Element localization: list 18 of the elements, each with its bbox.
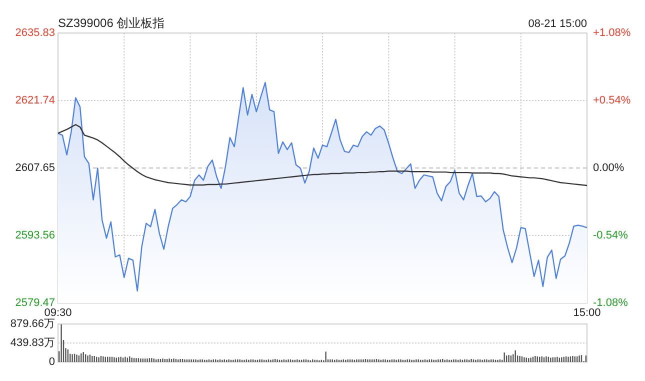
line-series [57,124,588,186]
y-tick-label: 439.83万 [10,337,55,349]
y2-tick-label: -0.54% [593,230,628,242]
x-tick-label: 15:00 [573,307,601,319]
y-tick-label: 0 [48,356,55,368]
y-tick-label: 2607.65 [15,162,55,174]
y-tick-label: 2635.83 [15,27,55,39]
y-tick-label: 2579.47 [15,297,55,309]
y2-tick-label: -1.08% [593,297,628,309]
y2-tick-label: +1.08% [593,27,631,39]
y-tick-label: 879.66万 [10,318,55,330]
y2-tick-label: 0.00% [593,162,624,174]
text: 08-21 15:00 [528,18,587,30]
x-tick-label: 09:30 [44,307,72,319]
y-tick-label: 2593.56 [15,230,55,242]
y-tick-label: 2621.74 [15,94,55,106]
y2-tick-label: +0.54% [593,94,631,106]
chart-title: SZ399006 创业板指 [58,16,165,30]
